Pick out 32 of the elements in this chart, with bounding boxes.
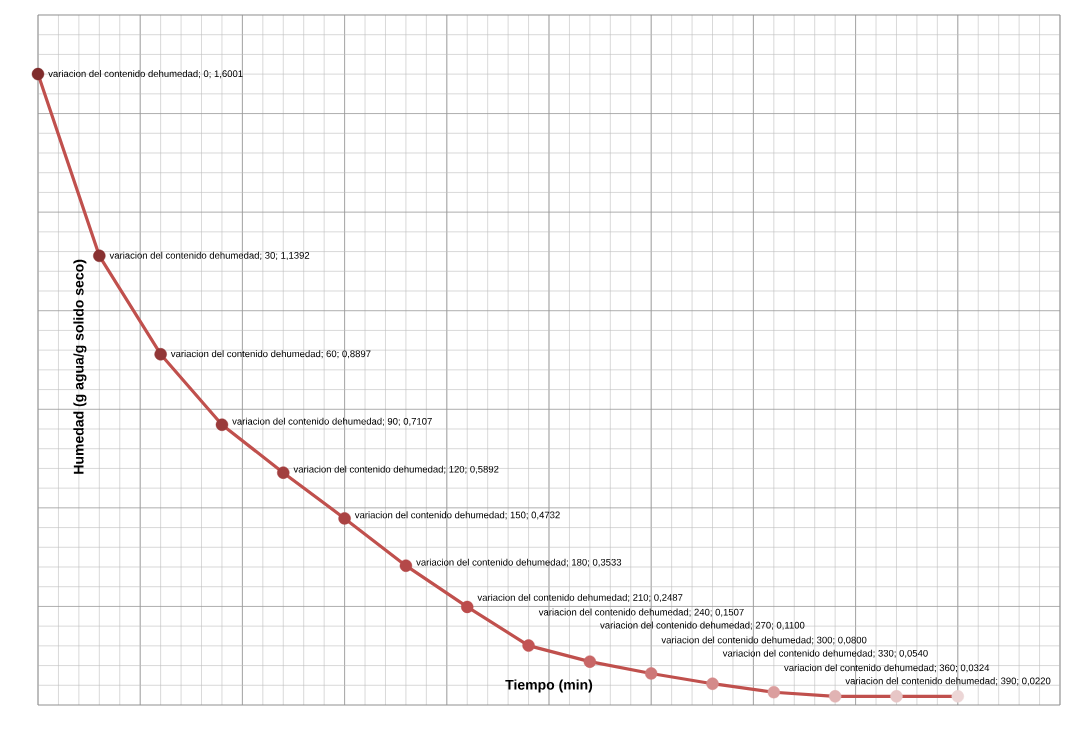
point xyxy=(522,639,535,652)
data-label: variacion del contenido dehumedad; 180; 0,3533 xyxy=(416,558,622,567)
data-label: variacion del contenido dehumedad; 390; 0,0220 xyxy=(845,677,1051,686)
point xyxy=(154,348,167,361)
data-label: variacion del contenido dehumedad; 60; 0,8897 xyxy=(170,350,371,359)
point xyxy=(951,690,964,703)
point xyxy=(583,655,597,668)
point xyxy=(399,559,413,572)
point xyxy=(706,677,719,690)
data-label: variacion del contenido dehumedad; 90; 0,7107 xyxy=(232,417,432,426)
data-label: variacion del contenido dehumedad; 270; 0,1100 xyxy=(600,621,805,630)
point xyxy=(338,512,351,525)
point xyxy=(828,690,842,703)
data-label: variacion del contenido dehumedad; 300; 0,0800 xyxy=(661,636,867,645)
data-label: variacion del contenido dehumedad; 30; 1,1392 xyxy=(109,251,310,260)
data-label: variacion del contenido dehumedad; 210; 0,2487 xyxy=(477,593,683,602)
point xyxy=(277,466,290,479)
data-label: variacion del contenido dehumedad; 120; 0,5892 xyxy=(293,465,499,474)
y-axis-title: Humedad (g agua/g solido seco) xyxy=(73,259,87,474)
data-label: variacion del contenido dehumedad; 150; 0,4732 xyxy=(354,511,560,520)
data-label: variacion del contenido dehumedad; 360; 0,0324 xyxy=(784,664,990,673)
x-axis-title: Tiempo (min) xyxy=(505,679,593,693)
point xyxy=(461,600,474,614)
data-label: variacion del contenido dehumedad; 330; 0,0540 xyxy=(722,649,928,658)
point xyxy=(890,690,903,703)
point xyxy=(644,667,658,680)
point xyxy=(31,67,45,81)
point xyxy=(767,686,781,699)
data-label: variacion del contenido dehumedad; 240; 0,1507 xyxy=(538,608,744,617)
data-label: variacion del contenido dehumedad; 0; 1,6001 xyxy=(48,70,243,79)
point xyxy=(93,249,106,263)
point xyxy=(215,418,229,431)
